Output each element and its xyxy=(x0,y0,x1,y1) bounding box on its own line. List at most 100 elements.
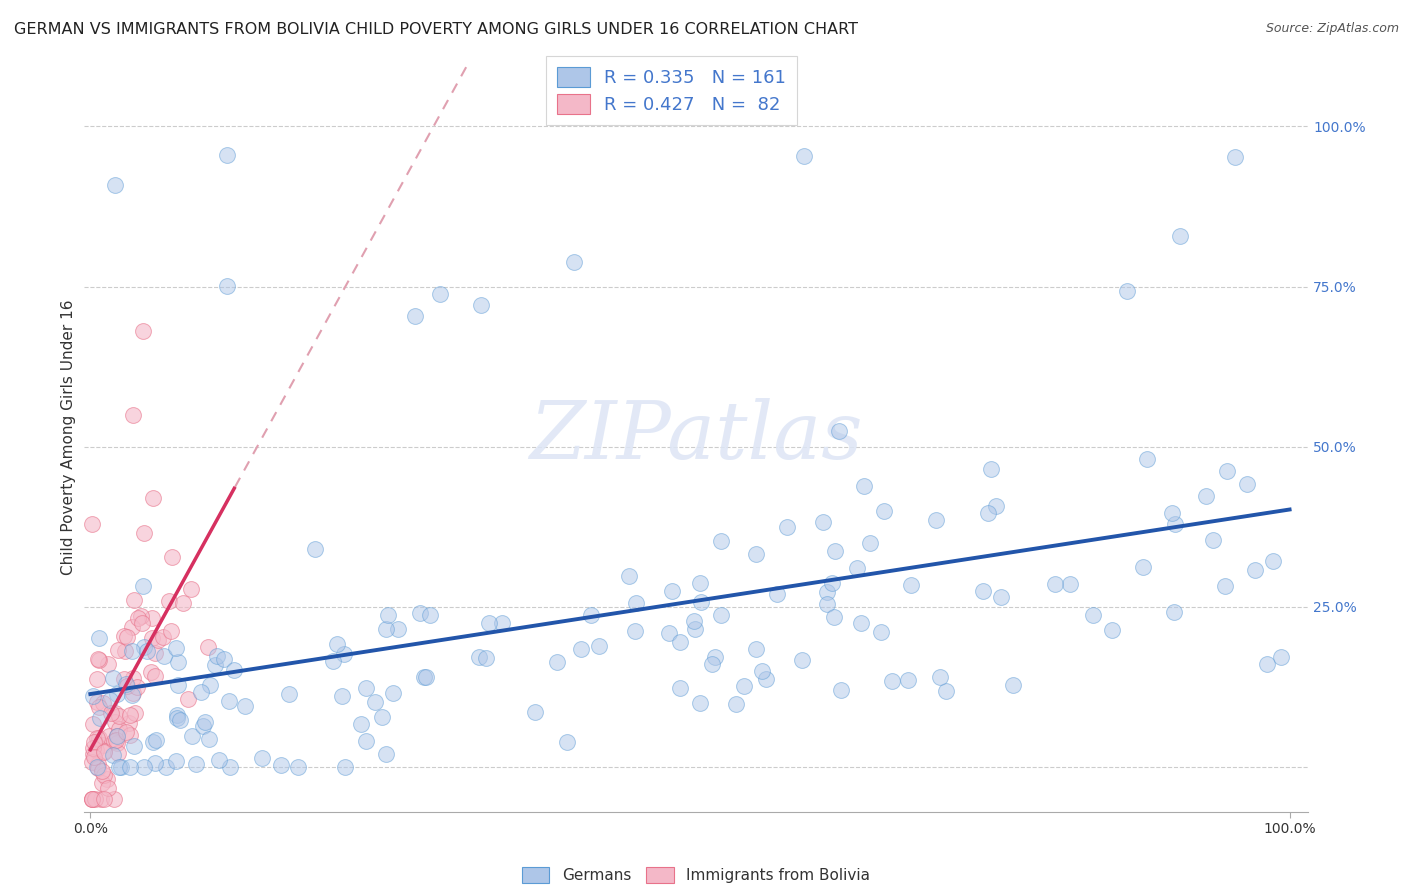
Point xyxy=(751,664,773,678)
Legend: Germans, Immigrants from Bolivia: Germans, Immigrants from Bolivia xyxy=(516,861,876,889)
Point xyxy=(145,732,167,747)
Point xyxy=(132,325,155,339)
Point xyxy=(811,515,834,529)
Point xyxy=(725,698,748,712)
Point xyxy=(152,630,174,644)
Point xyxy=(491,615,513,630)
Point xyxy=(93,792,115,806)
Point xyxy=(562,255,585,269)
Point xyxy=(766,587,789,601)
Point xyxy=(689,576,711,591)
Point xyxy=(278,687,301,701)
Point xyxy=(821,576,844,591)
Point xyxy=(859,536,882,550)
Point xyxy=(468,649,491,664)
Point xyxy=(124,593,146,607)
Point xyxy=(117,630,139,644)
Point xyxy=(849,616,872,631)
Point xyxy=(86,694,108,708)
Point xyxy=(1115,284,1137,298)
Point xyxy=(118,760,141,774)
Point xyxy=(710,608,733,623)
Point xyxy=(82,747,104,761)
Point xyxy=(1160,506,1182,520)
Point xyxy=(404,309,426,323)
Point xyxy=(1081,608,1104,623)
Point xyxy=(84,743,107,757)
Point xyxy=(1261,553,1284,567)
Point xyxy=(177,692,200,706)
Text: ZIPatlas: ZIPatlas xyxy=(529,399,863,475)
Point xyxy=(143,646,166,660)
Point xyxy=(169,713,191,727)
Point xyxy=(112,629,135,643)
Point xyxy=(658,625,681,640)
Point xyxy=(115,677,138,691)
Point xyxy=(224,663,246,677)
Point xyxy=(165,754,187,768)
Point xyxy=(823,610,845,624)
Point xyxy=(146,633,169,648)
Text: GERMAN VS IMMIGRANTS FROM BOLIVIA CHILD POVERTY AMONG GIRLS UNDER 16 CORRELATION: GERMAN VS IMMIGRANTS FROM BOLIVIA CHILD … xyxy=(14,22,858,37)
Point xyxy=(129,609,152,624)
Point xyxy=(86,673,108,687)
Point xyxy=(775,520,797,534)
Point xyxy=(124,706,146,720)
Point xyxy=(412,670,434,684)
Point xyxy=(104,178,127,192)
Point xyxy=(1256,657,1278,672)
Point xyxy=(80,516,103,531)
Point xyxy=(103,706,125,720)
Point xyxy=(1002,677,1025,691)
Point xyxy=(87,761,110,775)
Point xyxy=(350,717,373,731)
Point xyxy=(89,711,111,725)
Point xyxy=(1059,577,1081,591)
Point xyxy=(669,681,692,695)
Point xyxy=(115,680,138,694)
Point xyxy=(118,716,141,731)
Point xyxy=(143,756,166,770)
Point xyxy=(1163,605,1185,619)
Point xyxy=(134,640,156,654)
Point xyxy=(363,695,385,709)
Point xyxy=(733,679,755,693)
Point xyxy=(91,764,114,778)
Point xyxy=(304,542,326,557)
Point xyxy=(82,689,104,703)
Point xyxy=(754,673,776,687)
Point xyxy=(1236,477,1258,491)
Point xyxy=(408,607,430,621)
Point xyxy=(194,714,217,729)
Point xyxy=(683,622,706,636)
Point xyxy=(108,722,131,736)
Point xyxy=(815,584,838,599)
Point xyxy=(108,760,131,774)
Point xyxy=(1270,649,1292,664)
Point xyxy=(118,728,141,742)
Point xyxy=(900,578,922,592)
Point xyxy=(882,674,904,689)
Point xyxy=(87,653,110,667)
Point xyxy=(104,733,127,747)
Point xyxy=(669,635,692,649)
Point xyxy=(166,707,188,722)
Point xyxy=(322,654,344,668)
Point xyxy=(332,689,354,703)
Point xyxy=(165,641,187,656)
Point xyxy=(419,608,441,623)
Point xyxy=(80,792,103,806)
Point xyxy=(198,677,221,691)
Point xyxy=(869,624,891,639)
Point xyxy=(233,699,256,714)
Point xyxy=(105,729,128,743)
Point xyxy=(555,735,578,749)
Point xyxy=(1216,464,1239,478)
Point xyxy=(97,657,120,672)
Point xyxy=(1132,560,1154,574)
Point xyxy=(929,670,952,684)
Point xyxy=(143,669,166,683)
Point xyxy=(132,525,155,540)
Text: Source: ZipAtlas.com: Source: ZipAtlas.com xyxy=(1265,22,1399,36)
Point xyxy=(935,684,957,698)
